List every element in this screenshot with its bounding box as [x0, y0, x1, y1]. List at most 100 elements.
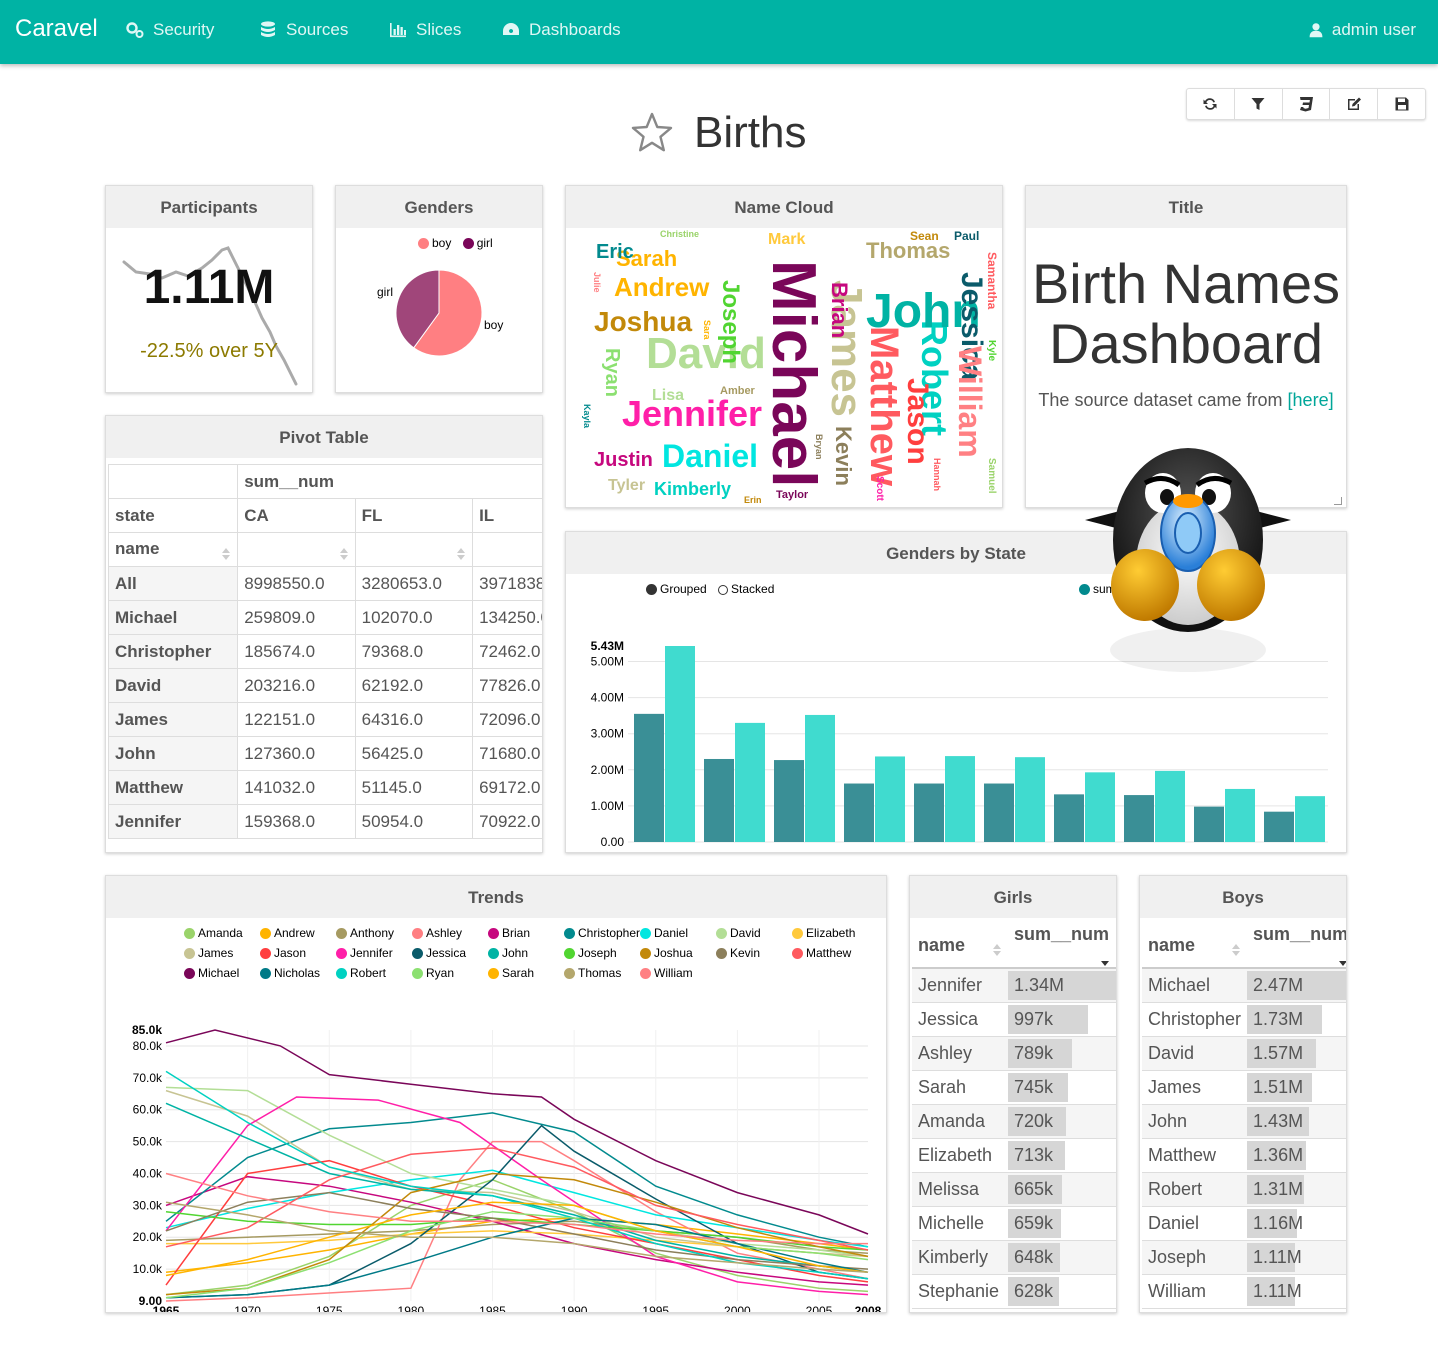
line-series-robert[interactable] — [165, 1070, 869, 1280]
slice-title[interactable]: Girls — [910, 876, 1116, 918]
legend-item[interactable]: Sarah — [488, 966, 534, 980]
table-row[interactable]: James 1.51M — [1142, 1070, 1346, 1105]
table-row[interactable]: Jessica 997k — [912, 1002, 1116, 1037]
line-series-david[interactable] — [165, 1086, 869, 1258]
legend-item[interactable]: Jennifer — [336, 946, 393, 960]
bar-sum_boys-TX[interactable] — [735, 722, 765, 842]
line-series-jennifer[interactable] — [165, 1096, 869, 1296]
table-row[interactable]: Melissa 665k — [912, 1172, 1116, 1207]
edit-button[interactable] — [1330, 89, 1379, 119]
bar-sum_girls-MA[interactable] — [1264, 811, 1294, 842]
table-row[interactable]: Amanda 720k — [912, 1104, 1116, 1139]
bar-sum_girls-NY[interactable] — [774, 760, 804, 842]
bar-sum_boys-OH[interactable] — [875, 756, 905, 842]
source-link[interactable]: [here] — [1287, 390, 1334, 410]
user-menu[interactable]: admin user — [1308, 20, 1416, 40]
nav-slices[interactable]: Slices — [388, 20, 461, 40]
table-row[interactable]: Sarah 745k — [912, 1070, 1116, 1105]
slice-title[interactable]: Participants — [106, 186, 312, 228]
sort-header[interactable] — [354, 532, 474, 567]
grouped-control[interactable]: Grouped — [646, 582, 707, 596]
table-row[interactable]: William 1.11M — [1142, 1274, 1346, 1309]
bar-sum_boys-NJ[interactable] — [1225, 788, 1255, 842]
bar-sum_boys-MI[interactable] — [1085, 772, 1115, 842]
bar-sum_girls-NJ[interactable] — [1194, 806, 1224, 842]
slice-title[interactable]: Name Cloud — [566, 186, 1002, 228]
table-row[interactable]: Daniel 1.16M — [1142, 1206, 1346, 1241]
bar-sum_boys-NY[interactable] — [805, 714, 835, 842]
legend-item-girl[interactable]: girl — [462, 236, 493, 250]
table-row[interactable]: Stephanie 628k — [912, 1274, 1116, 1309]
legend-item[interactable]: Ryan — [412, 966, 454, 980]
table-row[interactable]: Kimberly 648k — [912, 1240, 1116, 1275]
legend-item[interactable]: Brian — [488, 926, 530, 940]
bar-sum_girls-OH[interactable] — [844, 783, 874, 842]
stacked-control[interactable]: Stacked — [718, 582, 774, 596]
bar-sum_boys-FL[interactable] — [1155, 770, 1185, 842]
pie-slice-girl[interactable] — [395, 269, 440, 349]
nav-dashboards[interactable]: Dashboards — [501, 20, 621, 40]
legend-item[interactable]: Daniel — [640, 926, 688, 940]
legend-item[interactable]: John — [488, 946, 528, 960]
legend-item-boy[interactable]: boy — [418, 236, 451, 250]
line-series-thomas[interactable] — [165, 1201, 869, 1274]
slice-title[interactable]: Pivot Table — [106, 416, 542, 458]
sort-header[interactable] — [472, 532, 542, 567]
col-header-name[interactable]: name — [912, 924, 1008, 969]
line-series-michael[interactable] — [165, 1029, 869, 1235]
legend-item[interactable]: Joseph — [564, 946, 617, 960]
table-row[interactable]: Ashley 789k — [912, 1036, 1116, 1071]
slice-title[interactable]: Title — [1026, 186, 1346, 228]
bar-sum_boys-IL[interactable] — [1015, 757, 1045, 842]
bar-sum_girls-FL[interactable] — [1124, 795, 1154, 842]
resize-handle[interactable] — [1334, 497, 1342, 505]
slice-title[interactable]: Trends — [106, 876, 886, 918]
table-row[interactable]: Matthew 1.36M — [1142, 1138, 1346, 1173]
line-series-ashley[interactable] — [165, 1140, 869, 1302]
line-series-amanda[interactable] — [165, 1179, 869, 1296]
bar-sum_boys-CA[interactable] — [665, 646, 695, 842]
legend-item[interactable]: James — [184, 946, 233, 960]
filter-button[interactable] — [1235, 89, 1283, 119]
col-header-sum[interactable]: sum__num — [1008, 924, 1116, 969]
line-series-daniel[interactable] — [165, 1169, 869, 1248]
table-row[interactable]: Christopher 1.73M — [1142, 1002, 1346, 1037]
sort-header[interactable] — [237, 532, 356, 567]
table-row[interactable]: Robert 1.31M — [1142, 1172, 1346, 1207]
save-button[interactable] — [1378, 89, 1425, 119]
legend-item[interactable]: Kevin — [716, 946, 760, 960]
bar-sum_girls-TX[interactable] — [704, 758, 734, 842]
table-row[interactable]: Joseph 1.11M — [1142, 1240, 1346, 1275]
nav-sources[interactable]: Sources — [258, 20, 348, 40]
line-series-kevin[interactable] — [165, 1191, 869, 1270]
bar-sum_boys-MA[interactable] — [1295, 796, 1325, 842]
legend-item[interactable]: Thomas — [564, 966, 621, 980]
legend-item[interactable]: Matthew — [792, 946, 851, 960]
legend-item[interactable]: Jessica — [412, 946, 466, 960]
legend-item[interactable]: Michael — [184, 966, 239, 980]
bar-sum_girls-PA[interactable] — [914, 783, 944, 842]
slice-title[interactable]: Boys — [1140, 876, 1346, 918]
table-row[interactable]: Michael 2.47M — [1142, 968, 1346, 1003]
legend-item[interactable]: Robert — [336, 966, 386, 980]
line-series-joshua[interactable] — [165, 1172, 869, 1296]
table-row[interactable]: Elizabeth 713k — [912, 1138, 1116, 1173]
legend-item[interactable]: Andrew — [260, 926, 315, 940]
legend-item[interactable]: Christopher — [564, 926, 640, 940]
line-series-ryan[interactable] — [165, 1210, 869, 1299]
bar-sum_girls-CA[interactable] — [634, 713, 664, 842]
table-row[interactable]: David 1.57M — [1142, 1036, 1346, 1071]
legend-item[interactable]: Amanda — [184, 926, 243, 940]
pie-slice-boy[interactable] — [413, 269, 483, 357]
legend-item[interactable]: William — [640, 966, 693, 980]
pivot-col-label[interactable]: name — [107, 532, 239, 567]
line-series-nicholas[interactable] — [165, 1217, 869, 1299]
legend-item[interactable]: Anthony — [336, 926, 394, 940]
table-row[interactable]: John 1.43M — [1142, 1104, 1346, 1139]
bar-sum_girls-IL[interactable] — [984, 783, 1014, 842]
line-series-william[interactable] — [165, 1172, 868, 1245]
legend-item[interactable]: Joshua — [640, 946, 693, 960]
legend-item[interactable]: Jason — [260, 946, 306, 960]
table-row[interactable]: Michelle 659k — [912, 1206, 1116, 1241]
legend-item[interactable]: Ashley — [412, 926, 462, 940]
